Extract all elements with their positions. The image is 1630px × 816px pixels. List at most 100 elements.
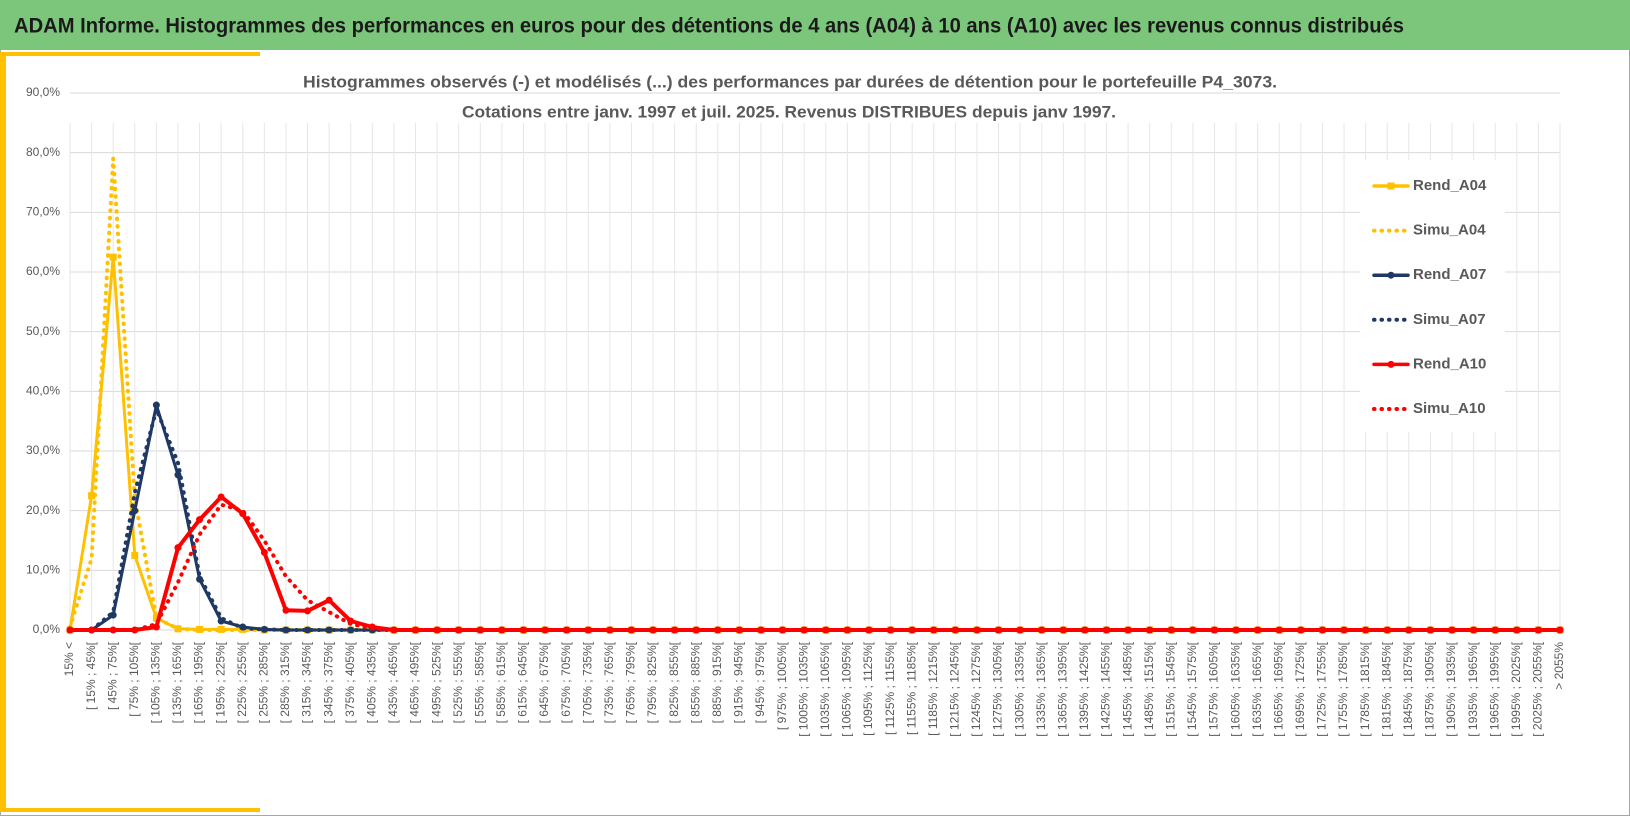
- legend-label: Rend_A07: [1413, 266, 1486, 283]
- legend-label: Simu_A04: [1413, 222, 1486, 239]
- x-tick-label: [ 735% ; 765%[: [602, 641, 616, 723]
- x-tick-label: [ 585% ; 615%[: [494, 641, 508, 723]
- x-tick-label: 15% <: [62, 642, 76, 676]
- plot: [66, 156, 1564, 634]
- x-tick-label: [ 405% ; 435%[: [364, 641, 378, 723]
- x-tick-label: [ 915% ; 945%[: [732, 641, 746, 723]
- x-tick-label: [ 45% ; 75%[: [105, 641, 119, 710]
- marker: [88, 492, 96, 500]
- x-tick-label: [ 1275% ; 1305%[: [991, 641, 1005, 736]
- marker: [995, 626, 1003, 634]
- grid: 0,0% 10,0% 20,0% 30,0% 40,0% 50,0% 60,0% 70,0% 8…: [26, 85, 1566, 737]
- x-tick-label: [ 855% ; 885%[: [688, 641, 702, 723]
- x-tick-label: [ 1305% ; 1335%[: [1012, 641, 1026, 736]
- y-tick-label: 30,0%: [26, 443, 60, 457]
- x-tick-label: [ 1845% ; 1875%[: [1401, 641, 1415, 736]
- x-tick-label: [ 705% ; 735%[: [580, 641, 594, 723]
- marker: [196, 625, 204, 633]
- x-tick-label: [ 1965% ; 1995%[: [1487, 641, 1501, 736]
- x-tick-label: [ 495% ; 525%[: [429, 641, 443, 723]
- marker: [109, 253, 117, 261]
- x-tick-label: [ 1935% ; 1965%[: [1466, 641, 1480, 736]
- accent: [0, 52, 6, 812]
- y-tick-label: 20,0%: [26, 503, 60, 517]
- x-tick-label: [ 675% ; 705%[: [559, 641, 573, 723]
- header-title: ADAM Informe. Histogrammes des performan…: [14, 15, 1404, 38]
- x-tick-label: [ 1545% ; 1575%[: [1185, 641, 1199, 736]
- legend-marker: [1387, 182, 1395, 190]
- x-tick-label: [ 135% ; 165%[: [170, 641, 184, 723]
- x-tick-label: [ 375% ; 405%[: [343, 641, 357, 723]
- x-tick-label: [ 1665% ; 1695%[: [1271, 641, 1285, 736]
- x-tick-label: [ 285% ; 315%[: [278, 641, 292, 723]
- x-tick-label: [ 1605% ; 1635%[: [1228, 641, 1242, 736]
- marker: [627, 626, 635, 634]
- accent: [0, 808, 260, 812]
- marker: [152, 401, 160, 409]
- x-tick-label: [ 645% ; 675%[: [537, 641, 551, 723]
- x-tick-label: [ 345% ; 375%[: [321, 641, 335, 723]
- chart-title: Cotations entre janv. 1997 et juil. 2025…: [462, 102, 1116, 121]
- x-tick-label: [ 195% ; 225%[: [213, 641, 227, 723]
- legend-label: Simu_A07: [1413, 311, 1486, 328]
- x-tick-label: [ 1365% ; 1395%[: [1056, 641, 1070, 736]
- x-tick-label: [ 105% ; 135%[: [149, 641, 163, 723]
- x-tick-label: [ 885% ; 915%[: [710, 641, 724, 723]
- x-tick-label: [ 165% ; 195%[: [192, 641, 206, 723]
- x-tick-label: [ 765% ; 795%[: [624, 641, 638, 723]
- x-tick-label: [ 315% ; 345%[: [300, 641, 314, 723]
- x-tick-label: [ 1875% ; 1905%[: [1423, 641, 1437, 736]
- legend-label: Simu_A10: [1413, 400, 1486, 417]
- x-tick-label: [ 255% ; 285%[: [257, 641, 271, 723]
- x-tick-label: [ 1155% ; 1185%[: [904, 641, 918, 735]
- chart-title: Histogrammes observés (-) et modélisés (…: [303, 72, 1277, 91]
- marker: [1189, 626, 1197, 634]
- y-tick-label: 90,0%: [26, 85, 60, 99]
- x-tick-label: [ 1755% ; 1785%[: [1336, 641, 1350, 736]
- header-bar: [0, 0, 1630, 50]
- x-tick-label: [ 1635% ; 1665%[: [1250, 641, 1264, 736]
- marker: [304, 626, 312, 634]
- x-tick-label: [ 1725% ; 1755%[: [1315, 641, 1329, 736]
- x-tick-label: [ 1125% ; 1155%[: [883, 641, 897, 735]
- y-tick-label: 50,0%: [26, 324, 60, 338]
- x-tick-label: [ 1005% ; 1035%[: [796, 641, 810, 736]
- x-tick-label: [ 1065% ; 1095%[: [840, 641, 854, 736]
- x-tick-label: [ 1815% ; 1845%[: [1379, 641, 1393, 736]
- x-tick-label: [ 1455% ; 1485%[: [1120, 641, 1134, 736]
- legend-marker: [1387, 360, 1395, 368]
- x-tick-label: [ 1425% ; 1455%[: [1099, 641, 1113, 736]
- marker: [325, 596, 333, 604]
- legend-marker: [1387, 271, 1395, 279]
- x-tick-label: [ 75% ; 105%[: [127, 641, 141, 716]
- marker: [152, 614, 160, 622]
- marker: [1362, 626, 1370, 634]
- x-tick-label: [ 15% ; 45%[: [84, 641, 98, 710]
- x-tick-label: [ 1485% ; 1515%[: [1142, 641, 1156, 736]
- marker: [152, 623, 160, 631]
- marker: [131, 551, 139, 559]
- marker: [304, 607, 312, 615]
- x-tick-label: [ 1215% ; 1245%[: [948, 641, 962, 736]
- marker: [1534, 626, 1542, 634]
- x-tick-label: [ 555% ; 585%[: [472, 641, 486, 723]
- x-tick-label: [ 825% ; 855%[: [667, 641, 681, 723]
- x-tick-label: [ 795% ; 825%[: [645, 641, 659, 723]
- marker: [217, 493, 225, 501]
- x-tick-label: [ 525% ; 555%[: [451, 641, 465, 723]
- marker: [822, 626, 830, 634]
- x-tick-label: [ 615% ; 645%[: [516, 641, 530, 723]
- marker: [282, 626, 290, 634]
- accent: [0, 52, 260, 56]
- marker: [1016, 626, 1024, 634]
- x-tick-label: [ 1395% ; 1425%[: [1077, 641, 1091, 736]
- x-tick-label: [ 465% ; 495%[: [408, 641, 422, 723]
- legend-label: Rend_A04: [1413, 177, 1487, 194]
- x-tick-label: [ 1095% ; 1125%[: [861, 641, 875, 736]
- x-tick-label: [ 1785% ; 1815%[: [1358, 641, 1372, 736]
- x-tick-label: [ 1335% ; 1365%[: [1034, 641, 1048, 736]
- y-tick-label: 0,0%: [33, 622, 61, 636]
- x-tick-label: [ 1905% ; 1935%[: [1444, 641, 1458, 736]
